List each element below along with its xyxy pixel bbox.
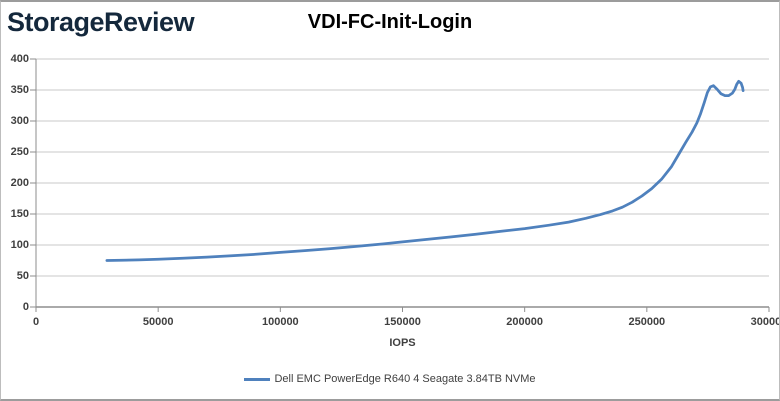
- y-tick-label: 200: [10, 177, 29, 189]
- y-tick-label: 50: [16, 270, 29, 282]
- x-tick-label: 50000: [142, 316, 174, 328]
- y-tick-label: 250: [10, 146, 29, 158]
- x-tick-label: 100000: [261, 316, 299, 328]
- legend: Dell EMC PowerEdge R640 4 Seagate 3.84TB…: [1, 373, 779, 385]
- x-tick-label: 250000: [628, 316, 666, 328]
- legend-line-swatch: [244, 377, 271, 381]
- y-tick-label: 400: [10, 53, 29, 65]
- y-tick-label: 150: [10, 208, 29, 220]
- y-tick-label: 0: [22, 301, 29, 313]
- x-tick-label: 150000: [384, 316, 421, 328]
- legend-label: Dell EMC PowerEdge R640 4 Seagate 3.84TB…: [274, 373, 536, 385]
- y-tick-label: 300: [10, 115, 29, 127]
- series-line: [105, 79, 745, 262]
- y-tick-label: 350: [10, 84, 29, 96]
- x-tick-label: 300000: [750, 316, 779, 328]
- x-tick-label: 0: [32, 316, 40, 328]
- y-tick-label: 100: [10, 239, 29, 251]
- x-axis-title: IOPS: [389, 337, 416, 349]
- storagereview-logo: StorageReview: [7, 7, 195, 37]
- chart-title: VDI-FC-Init-Login: [307, 11, 473, 33]
- x-tick-label: 200000: [506, 316, 544, 328]
